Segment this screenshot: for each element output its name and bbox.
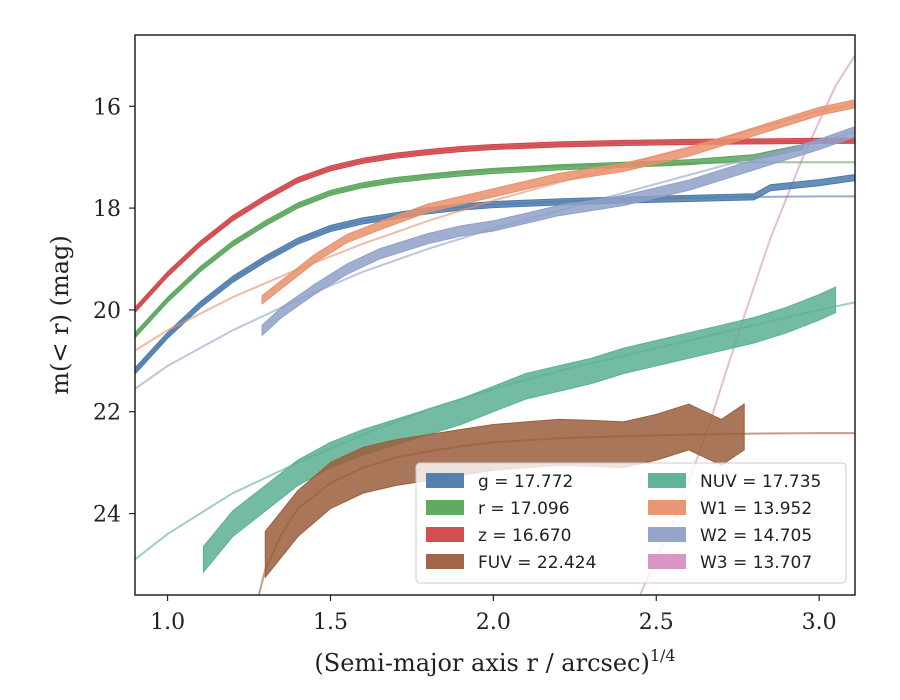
- model-line-nuv: [135, 301, 855, 561]
- legend-label-w3: W3 = 13.707: [700, 553, 812, 573]
- y-tick-label: 20: [93, 299, 121, 324]
- legend-swatch-w3: [648, 554, 686, 569]
- legend-swatch-z: [426, 527, 464, 542]
- x-tick-label: 3.0: [802, 610, 837, 635]
- legend-swatch-fuv: [426, 554, 464, 569]
- y-tick-label: 16: [93, 95, 121, 120]
- plot-frame: [134, 34, 856, 596]
- x-tick-label: 2.5: [639, 610, 674, 635]
- y-tick-label: 18: [93, 197, 121, 222]
- obs-band-g: [135, 173, 855, 375]
- legend-label-z: z = 16.670: [478, 526, 571, 546]
- legend-box: [415, 462, 847, 584]
- model-line-fuv: [257, 432, 855, 595]
- axes: 1.0 1.5 2.0 2.5 3.0 16 18 20 22 24: [93, 34, 856, 635]
- obs-band-fuv: [264, 403, 745, 579]
- y-tick-label: 24: [93, 503, 121, 528]
- y-axis-title: m(< r) (mag): [46, 235, 74, 394]
- x-axis-title: (Semi-major axis r / arcsec)1/4: [314, 646, 675, 677]
- legend-label-fuv: FUV = 22.424: [478, 553, 596, 573]
- legend-swatch-r: [426, 500, 464, 515]
- legend-label-w2: W2 = 14.705: [700, 526, 812, 546]
- model-line-r: [135, 161, 855, 337]
- legend-label-w1: W1 = 13.952: [700, 499, 812, 519]
- obs-band-w2: [261, 126, 855, 337]
- legend-label-nuv: NUV = 17.735: [700, 472, 821, 492]
- legend: g = 17.772 r = 17.096 z = 16.670 FUV = 22.4…: [415, 462, 847, 584]
- x-tick-label: 2.0: [476, 610, 511, 635]
- obs-band-z: [135, 137, 855, 314]
- plot-content: [135, 54, 855, 595]
- model-line-z: [135, 139, 855, 311]
- x-tick-label: 1.0: [150, 610, 185, 635]
- model-line-w1: [135, 102, 855, 352]
- plot-area: [135, 54, 855, 595]
- obs-band-w1: [261, 99, 855, 305]
- y-tick-label: 22: [93, 401, 121, 426]
- legend-label-g: g = 17.772: [478, 472, 573, 492]
- legend-swatch-nuv: [648, 473, 686, 488]
- legend-swatch-w2: [648, 527, 686, 542]
- legend-swatch-g: [426, 473, 464, 488]
- x-tick-label: 1.5: [313, 610, 348, 635]
- legend-swatch-w1: [648, 500, 686, 515]
- model-line-w2: [135, 130, 855, 390]
- legend-label-r: r = 17.096: [478, 499, 570, 519]
